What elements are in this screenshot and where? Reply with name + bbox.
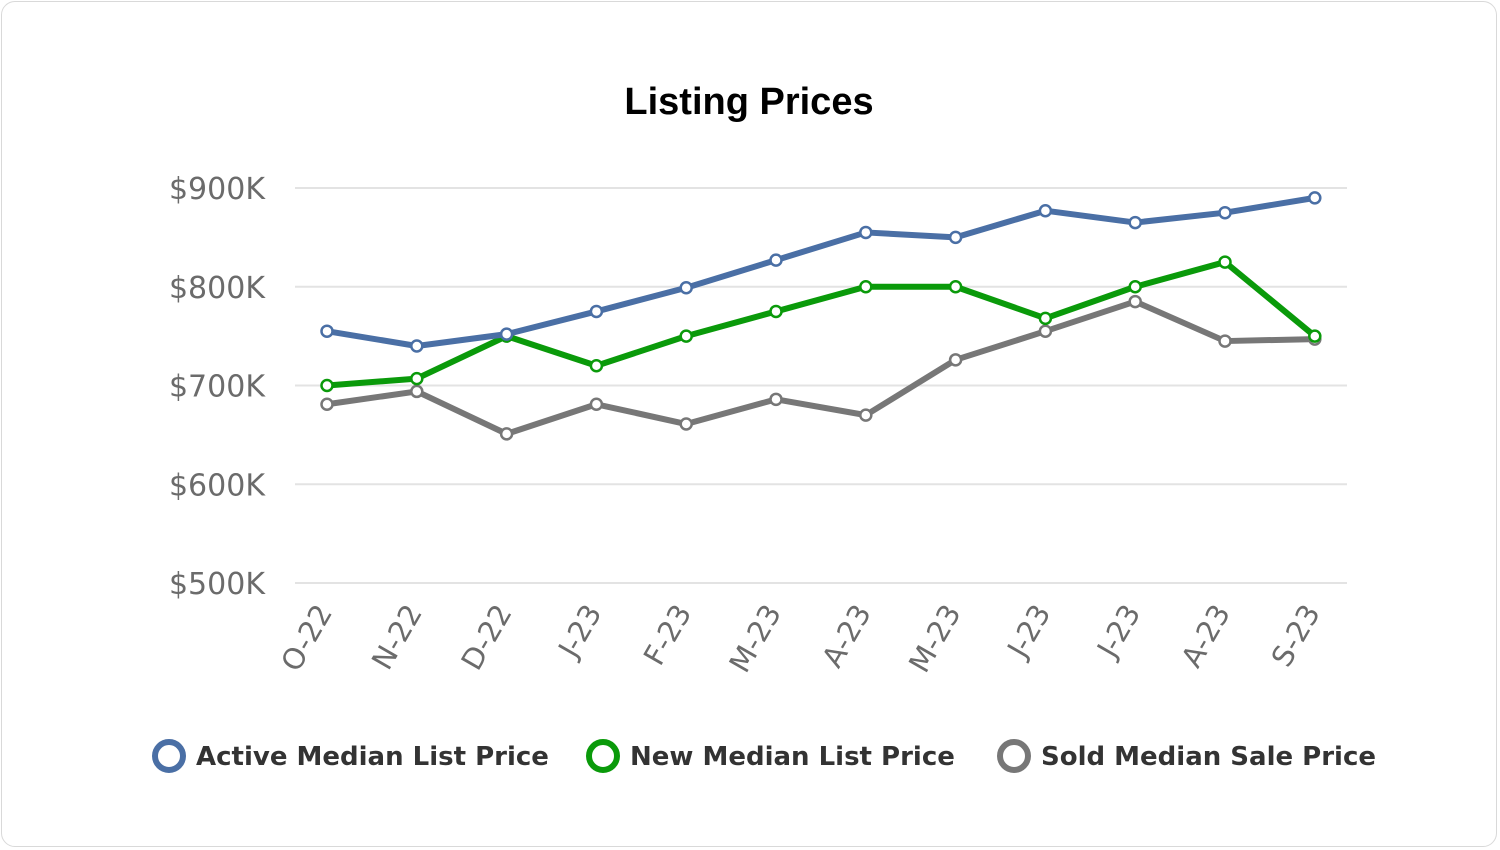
y-tick-label: $700K	[169, 370, 266, 405]
legend-item[interactable]: Active Median List Price	[152, 739, 549, 773]
x-tick-label: O-22	[274, 599, 339, 677]
legend-marker	[152, 739, 186, 773]
data-point[interactable]	[1128, 280, 1142, 294]
data-point[interactable]	[320, 378, 334, 393]
legend-item[interactable]: New Median List Price	[586, 739, 955, 773]
data-point[interactable]	[410, 339, 424, 353]
x-tick-label: J-23	[551, 599, 609, 665]
x-tick-label: J-23	[1089, 599, 1147, 665]
data-point[interactable]	[1038, 324, 1053, 338]
data-point[interactable]	[859, 280, 873, 294]
data-point[interactable]	[1218, 205, 1232, 220]
data-point[interactable]	[679, 280, 693, 295]
data-point[interactable]	[679, 417, 693, 431]
data-point[interactable]	[589, 397, 604, 412]
data-point[interactable]	[410, 371, 424, 386]
data-point[interactable]	[679, 329, 693, 343]
series-line	[324, 194, 1318, 349]
x-tick-label: D-22	[454, 599, 518, 676]
legend-label: New Median List Price	[630, 742, 955, 772]
gridlines	[295, 187, 1347, 584]
x-tick-label: J-23	[1000, 599, 1058, 665]
series-2	[320, 255, 1322, 393]
data-point[interactable]	[499, 327, 514, 341]
data-point[interactable]	[1308, 191, 1322, 205]
data-point[interactable]	[948, 353, 963, 367]
legend-item[interactable]: Sold Median Sale Price	[997, 739, 1376, 773]
data-point[interactable]	[1128, 215, 1142, 230]
data-point[interactable]	[320, 397, 334, 412]
x-tick-label: A-23	[1174, 599, 1237, 674]
y-axis-ticks: $900K $800K $700K $600K $500K	[169, 172, 266, 602]
data-point[interactable]	[1308, 329, 1322, 343]
data-point[interactable]	[769, 392, 783, 407]
data-point[interactable]	[1128, 294, 1142, 309]
y-tick-label: $900K	[169, 172, 266, 207]
legend-marker	[997, 739, 1031, 773]
y-tick-label: $600K	[169, 468, 266, 503]
x-axis-ticks: O-22 N-22 D-22 J-23 F-23 M-23 A-23 M-23 J-23 J-23…	[274, 599, 1327, 679]
legend-label: Sold Median Sale Price	[1041, 742, 1376, 772]
data-point[interactable]	[589, 304, 604, 319]
x-tick-label: M-23	[902, 599, 968, 679]
series-line	[324, 259, 1318, 389]
series-3	[320, 294, 1322, 441]
data-point[interactable]	[499, 427, 514, 441]
x-tick-label: N-22	[365, 599, 429, 676]
legend-label: Active Median List Price	[196, 742, 549, 772]
chart-title: Listing Prices	[624, 81, 873, 123]
data-point[interactable]	[1218, 334, 1232, 348]
data-point[interactable]	[859, 225, 873, 240]
data-point[interactable]	[769, 253, 783, 267]
legend: Active Median List Price New Median List …	[152, 739, 1376, 773]
legend-marker	[586, 739, 620, 773]
data-point[interactable]	[589, 359, 604, 373]
data-point[interactable]	[410, 384, 424, 399]
x-tick-label: F-23	[637, 599, 698, 671]
data-point[interactable]	[769, 304, 783, 319]
data-point[interactable]	[1038, 311, 1053, 326]
data-point[interactable]	[948, 280, 963, 294]
data-point[interactable]	[320, 324, 334, 338]
data-point[interactable]	[859, 408, 873, 422]
series-line	[324, 298, 1318, 437]
series-layer	[320, 191, 1322, 441]
series-1	[320, 191, 1322, 353]
data-point[interactable]	[1038, 203, 1053, 218]
x-tick-label: S-23	[1265, 599, 1327, 673]
y-tick-label: $500K	[169, 567, 266, 602]
data-point[interactable]	[1218, 255, 1232, 269]
x-tick-label: A-23	[815, 599, 878, 674]
y-tick-label: $800K	[169, 271, 266, 306]
data-point[interactable]	[948, 230, 963, 245]
x-tick-label: M-23	[722, 599, 788, 679]
